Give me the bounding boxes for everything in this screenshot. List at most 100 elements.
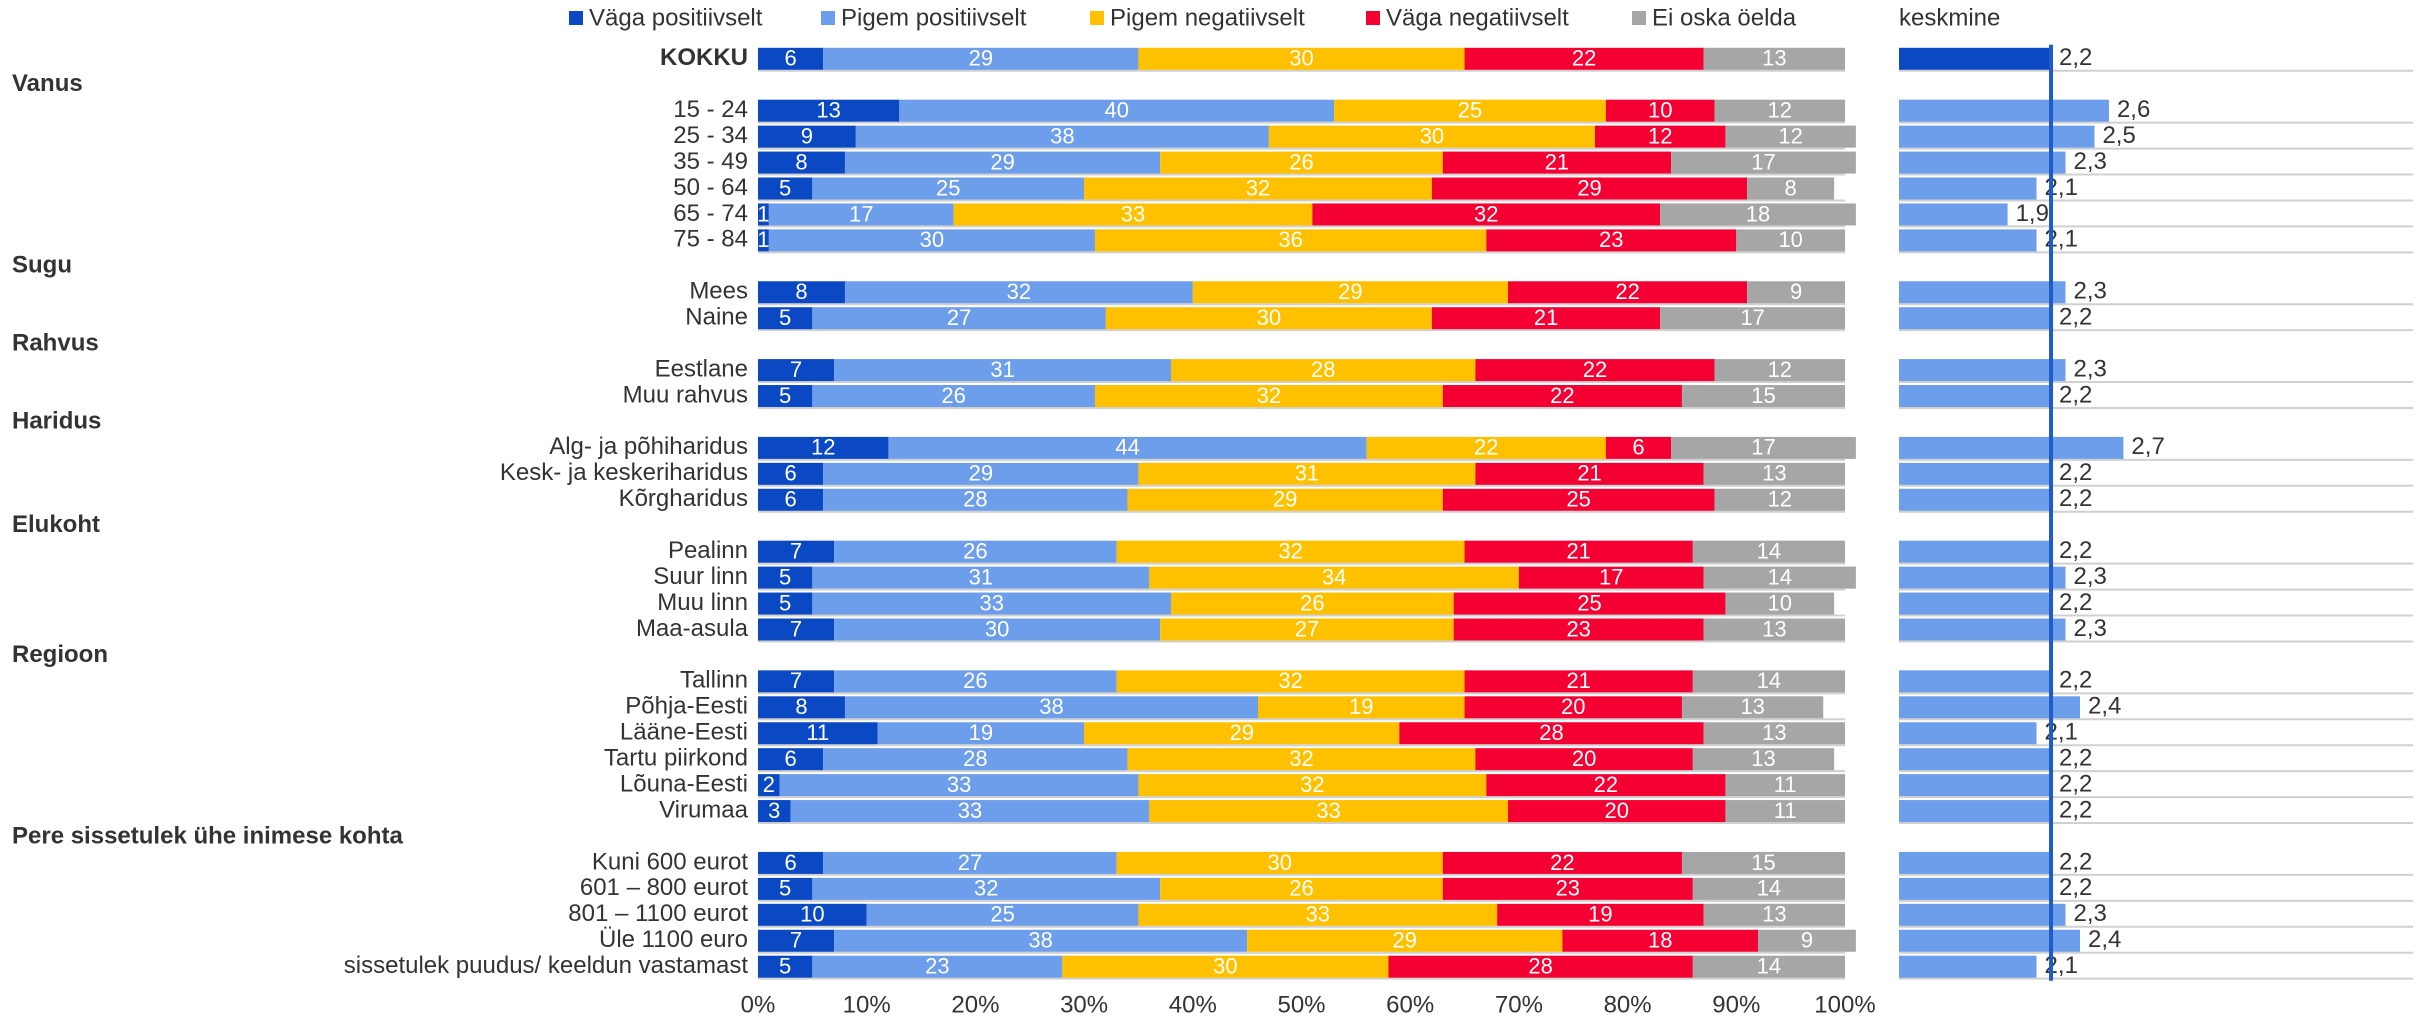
segment-label: 29 [1577,175,1601,200]
category-label: Põhja-Eesti [625,693,748,720]
segment-label: 23 [1556,876,1580,901]
bar-segment [758,748,824,771]
bar-segment [1431,177,1748,200]
mean-label: 2,2 [2059,745,2092,772]
mean-label: 2,3 [2074,563,2107,590]
segment-label: 38 [1028,928,1052,953]
x-tick-label: 20% [951,991,999,1018]
bar-segment [758,722,878,745]
segment-label: 29 [1273,487,1297,512]
bar-segment [1105,307,1432,330]
segment-label: 9 [801,123,813,148]
bar-segment [1475,359,1715,382]
mean-bar [1899,462,2052,485]
bar-segment [1464,540,1693,563]
segment-label: 26 [963,668,987,693]
segment-label: 32 [1289,746,1313,771]
bar-segment [1116,540,1465,563]
segment-label: 5 [779,175,791,200]
mean-label: 2,2 [2059,796,2092,823]
mean-bar [1899,229,2037,252]
segment-label: 13 [1762,902,1786,927]
mean-bar [1899,359,2066,382]
legend-label: Pigem positiivselt [841,4,1027,31]
bar-segment [758,47,824,70]
bar-segment [1725,592,1835,615]
segment-label: 26 [1300,590,1324,615]
bar-segment [1160,618,1454,641]
category-label: 15 - 24 [673,96,748,123]
segment-label: 6 [1632,435,1644,460]
bar-segment [1138,903,1498,926]
bar-segment [758,774,780,797]
mean-title: keskmine [1899,4,2000,31]
segment-label: 1 [757,201,769,226]
segment-label: 23 [1566,616,1590,641]
segment-label: 15 [1751,850,1775,875]
segment-label: 6 [784,461,796,486]
mean-bar [1899,385,2052,408]
bar-segment [1171,359,1476,382]
bar-segment [812,566,1150,589]
segment-label: 12 [1768,97,1792,122]
mean-label: 2,7 [2131,433,2164,460]
x-tick-label: 100% [1814,991,1875,1018]
segment-label: 29 [1393,928,1417,953]
mean-bar [1899,696,2080,719]
segment-label: 8 [795,149,807,174]
segment-label: 21 [1566,538,1590,563]
bar-segment [1258,696,1465,719]
bar-segment [1486,774,1726,797]
bar-segment [1703,618,1845,641]
segment-label: 19 [969,720,993,745]
segment-label: 11 [1774,798,1797,823]
segment-label: 7 [790,668,802,693]
group-label: Pere sissetulek ühe inimese kohta [12,822,403,849]
segment-label: 31 [990,357,1014,382]
bar-segment [1149,566,1519,589]
segment-label: 28 [1528,954,1552,979]
bar-segment [758,307,813,330]
segment-label: 28 [963,746,987,771]
segment-label: 6 [784,746,796,771]
mean-label: 2,3 [2074,900,2107,927]
x-tick-label: 60% [1386,991,1434,1018]
bar-segment [1594,125,1726,148]
segment-label: 28 [1311,357,1335,382]
bar-segment [1160,151,1443,174]
segment-label: 13 [1740,694,1764,719]
bar-segment [877,722,1085,745]
segment-label: 21 [1534,305,1558,330]
bar-segment [1084,177,1432,200]
bar-segment [834,359,1172,382]
mean-label: 2,2 [2059,459,2092,486]
bar-segment [1758,929,1856,952]
bar-segment [812,955,1063,978]
x-tick-label: 40% [1169,991,1217,1018]
bar-segment [758,540,835,563]
bar-segment [1508,281,1748,304]
bar-segment [1562,929,1759,952]
bar-segment [823,748,1128,771]
segment-label: 30 [1257,305,1281,330]
segment-label: 6 [784,850,796,875]
category-label: Mees [689,278,748,305]
legend-swatch [1090,11,1104,25]
category-label: Tartu piirkond [604,745,748,772]
segment-label: 17 [1751,149,1775,174]
mean-label: 2,2 [2059,874,2092,901]
bar-segment [758,903,867,926]
mean-label: 2,2 [2059,485,2092,512]
segment-label: 38 [1039,694,1063,719]
bar-segment [1171,592,1454,615]
legend-swatch [821,11,835,25]
segment-label: 29 [1338,279,1362,304]
bar-segment [779,774,1139,797]
category-label: KOKKU [660,44,748,71]
bar-segment [758,877,813,900]
segment-label: 1 [757,227,769,252]
segment-label: 9 [1801,928,1813,953]
segment-label: 30 [1268,850,1292,875]
mean-label: 2,3 [2074,148,2107,175]
bar-segment [1399,722,1704,745]
